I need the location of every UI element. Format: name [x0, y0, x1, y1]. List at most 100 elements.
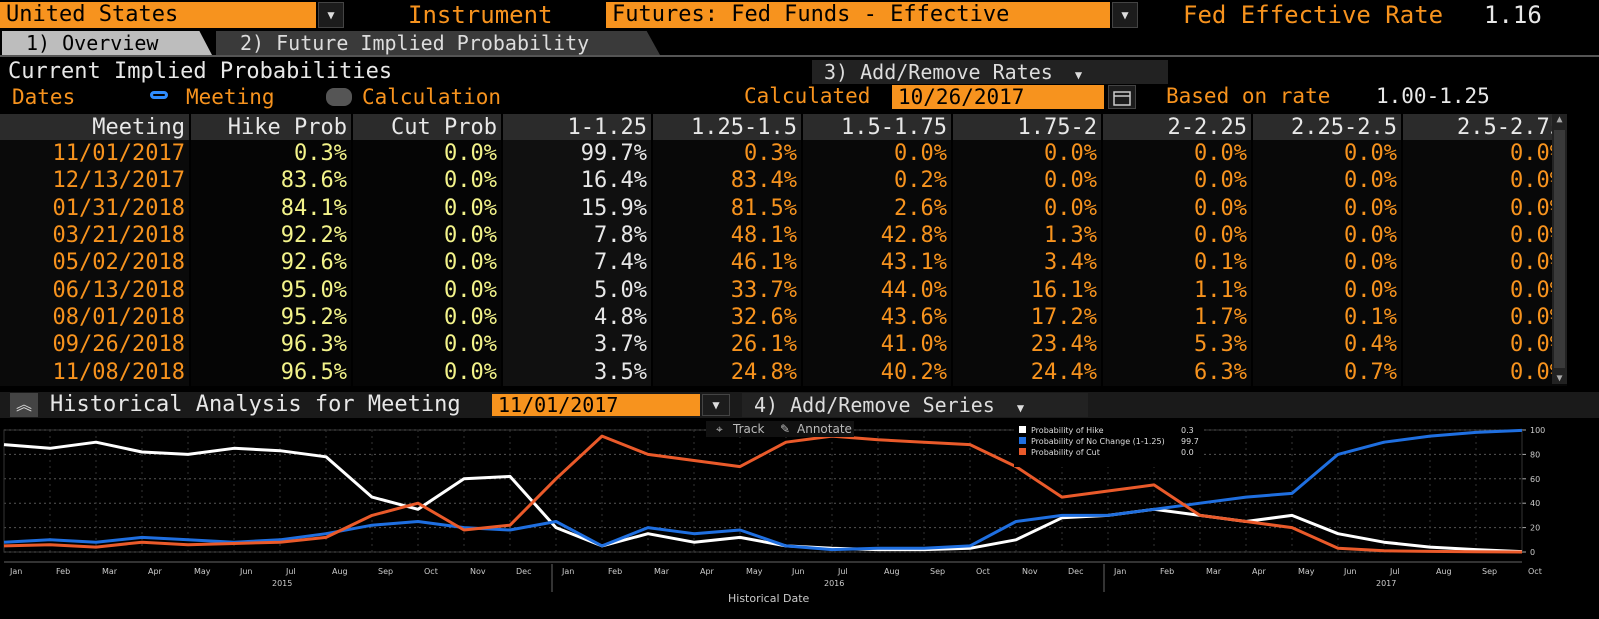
- probability-cell: 6.3%: [1102, 358, 1253, 386]
- instrument-dropdown-arrow[interactable]: ▼: [1112, 2, 1138, 28]
- add-remove-rates-button[interactable]: 3) Add/Remove Rates ▼: [812, 60, 1168, 84]
- probability-cell: 95.0%: [190, 276, 353, 304]
- x-tick-label: Apr: [148, 567, 163, 576]
- year-label: 2015: [272, 579, 292, 588]
- section-title: Current Implied Probabilities: [8, 59, 393, 84]
- table-row[interactable]: 01/31/2018 84.1% 0.0% 15.9% 81.5% 2.6% 0.0% 0.0…: [0, 194, 1569, 222]
- based-on-rate-value: 1.00-1.25: [1376, 84, 1490, 108]
- scroll-up-icon[interactable]: ▲: [1556, 114, 1563, 125]
- add-remove-series-button[interactable]: 4) Add/Remove Series ▼: [742, 393, 1088, 417]
- probability-cell: 0.1%: [1252, 303, 1403, 332]
- table-row[interactable]: 12/13/2017 83.6% 0.0% 16.4% 83.4% 0.2% 0.0% 0.0…: [0, 167, 1569, 195]
- x-tick-label: Oct: [976, 567, 990, 576]
- scroll-down-icon[interactable]: ▼: [1556, 373, 1563, 384]
- country-dropdown-arrow[interactable]: ▼: [318, 2, 344, 28]
- y-tick-label: 100: [1530, 426, 1545, 435]
- radio-meeting-label[interactable]: Meeting: [186, 85, 275, 109]
- table-row[interactable]: 05/02/2018 92.6% 0.0% 7.4% 46.1% 43.1% 3.4% 0.1…: [0, 249, 1569, 277]
- probability-cell: 0.0%: [1252, 140, 1403, 168]
- column-header[interactable]: 1.5-1.75: [802, 114, 953, 140]
- table-row[interactable]: 03/21/2018 92.2% 0.0% 7.8% 48.1% 42.8% 1.3% 0.0…: [0, 221, 1569, 250]
- country-dropdown[interactable]: United States: [0, 2, 316, 28]
- probability-cell: 0.0%: [1102, 167, 1253, 195]
- column-header[interactable]: 1.75-2: [952, 114, 1103, 140]
- column-header[interactable]: 2.25-2.5: [1252, 114, 1403, 140]
- x-tick-label: Dec: [1068, 567, 1083, 576]
- tab-overview[interactable]: 1) Overview: [2, 31, 212, 55]
- table-scrollbar[interactable]: ▲ ▼: [1552, 114, 1567, 384]
- historical-chart[interactable]: 0 20 40 60 80 100 Jan Feb Mar Apr May Jun Jul Aug Sep O…: [0, 420, 1599, 619]
- probability-cell: 0.1%: [1102, 249, 1253, 277]
- double-chevron-up-icon[interactable]: ︽: [10, 393, 38, 417]
- probability-cell: 44.0%: [802, 276, 953, 304]
- y-tick-label: 20: [1530, 524, 1540, 533]
- instrument-dropdown[interactable]: Futures: Fed Funds - Effective: [606, 2, 1110, 28]
- probability-cell: 0.7%: [1252, 358, 1403, 386]
- scroll-thumb[interactable]: [1554, 130, 1565, 368]
- radio-calculation-icon[interactable]: [326, 88, 352, 106]
- track-icon: ⌖: [716, 422, 723, 436]
- series-line: [3, 428, 1523, 552]
- probability-cell: 0.0%: [1402, 331, 1569, 359]
- probability-cell: 16.1%: [952, 276, 1103, 304]
- probability-cell: 0.0%: [802, 140, 953, 168]
- column-header[interactable]: 1.25-1.5: [652, 114, 803, 140]
- series-line: [3, 440, 1523, 554]
- meeting-date-cell: 11/08/2018: [0, 358, 191, 386]
- x-tick-label: Jun: [239, 567, 253, 576]
- probability-cell: 0.0%: [1102, 194, 1253, 222]
- x-axis-title: Historical Date: [728, 592, 810, 605]
- table-row[interactable]: 11/08/2018 96.5% 0.0% 3.5% 24.8% 40.2% 24.4% 6.…: [0, 358, 1569, 386]
- meeting-date-cell: 08/01/2018: [0, 303, 191, 332]
- probability-cell: 5.3%: [1102, 331, 1253, 359]
- probability-cell: 0.4%: [1252, 331, 1403, 359]
- chevron-down-icon: ▼: [1074, 68, 1083, 82]
- probability-cell: 95.2%: [190, 303, 353, 332]
- probability-cell: 24.8%: [652, 358, 803, 386]
- table-row[interactable]: 06/13/2018 95.0% 0.0% 5.0% 33.7% 44.0% 16.1% 1.…: [0, 276, 1569, 304]
- calculated-date-input[interactable]: 10/26/2017: [892, 85, 1104, 109]
- column-header[interactable]: Hike Prob: [190, 114, 353, 140]
- series-line: [3, 434, 1523, 554]
- table-row[interactable]: 08/01/2018 95.2% 0.0% 4.8% 32.6% 43.6% 17.2% 1.…: [0, 303, 1569, 332]
- y-tick-label: 80: [1530, 450, 1540, 459]
- meeting-date-cell: 05/02/2018: [0, 249, 191, 277]
- x-tick-label: Jun: [791, 567, 805, 576]
- year-label: 2017: [1376, 579, 1396, 588]
- meeting-date-cell: 03/21/2018: [0, 221, 191, 250]
- probability-cell: 0.0%: [952, 167, 1103, 195]
- probability-cell: 92.6%: [190, 249, 353, 277]
- column-header[interactable]: 2-2.25: [1102, 114, 1253, 140]
- calendar-icon[interactable]: [1108, 85, 1136, 109]
- probability-cell: 0.0%: [352, 358, 503, 386]
- table-row[interactable]: 11/01/2017 0.3% 0.0% 99.7% 0.3% 0.0% 0.0% 0.0% 0…: [0, 140, 1569, 168]
- x-tick-label: Oct: [424, 567, 438, 576]
- radio-meeting-icon[interactable]: [150, 91, 168, 99]
- x-tick-label: May: [746, 567, 763, 576]
- x-tick-label: Feb: [56, 567, 70, 576]
- probability-cell: 32.6%: [652, 303, 803, 332]
- probability-cell: 3.4%: [952, 249, 1103, 277]
- column-header[interactable]: Meeting: [0, 114, 191, 140]
- legend-swatch: [1019, 448, 1026, 455]
- probability-cell: 0.0%: [1402, 303, 1569, 332]
- column-header[interactable]: Cut Prob: [352, 114, 503, 140]
- meeting-dropdown[interactable]: 11/01/2017: [492, 394, 700, 416]
- table-row[interactable]: 09/26/2018 96.3% 0.0% 3.7% 26.1% 41.0% 23.4% 5.…: [0, 331, 1569, 359]
- x-tick-label: Jul: [285, 567, 296, 576]
- probability-cell: 0.0%: [352, 276, 503, 304]
- legend-label: Probability of Cut: [1031, 448, 1100, 457]
- column-header[interactable]: 1-1.25: [502, 114, 653, 140]
- probability-cell: 0.0%: [352, 194, 503, 222]
- probability-cell: 1.3%: [952, 221, 1103, 250]
- probability-cell: 0.3%: [190, 140, 353, 168]
- column-header[interactable]: 2.5-2.75: [1402, 114, 1569, 140]
- probability-cell: 81.5%: [652, 194, 803, 222]
- meeting-dropdown-arrow[interactable]: ▼: [702, 394, 730, 416]
- radio-calculation-label[interactable]: Calculation: [362, 85, 502, 109]
- probability-cell: 4.8%: [502, 303, 653, 332]
- probability-cell: 0.0%: [952, 140, 1103, 168]
- probability-cell: 0.0%: [1402, 140, 1569, 168]
- tab-future-implied-probability[interactable]: 2) Future Implied Probability: [216, 31, 660, 55]
- x-tick-label: Dec: [516, 567, 531, 576]
